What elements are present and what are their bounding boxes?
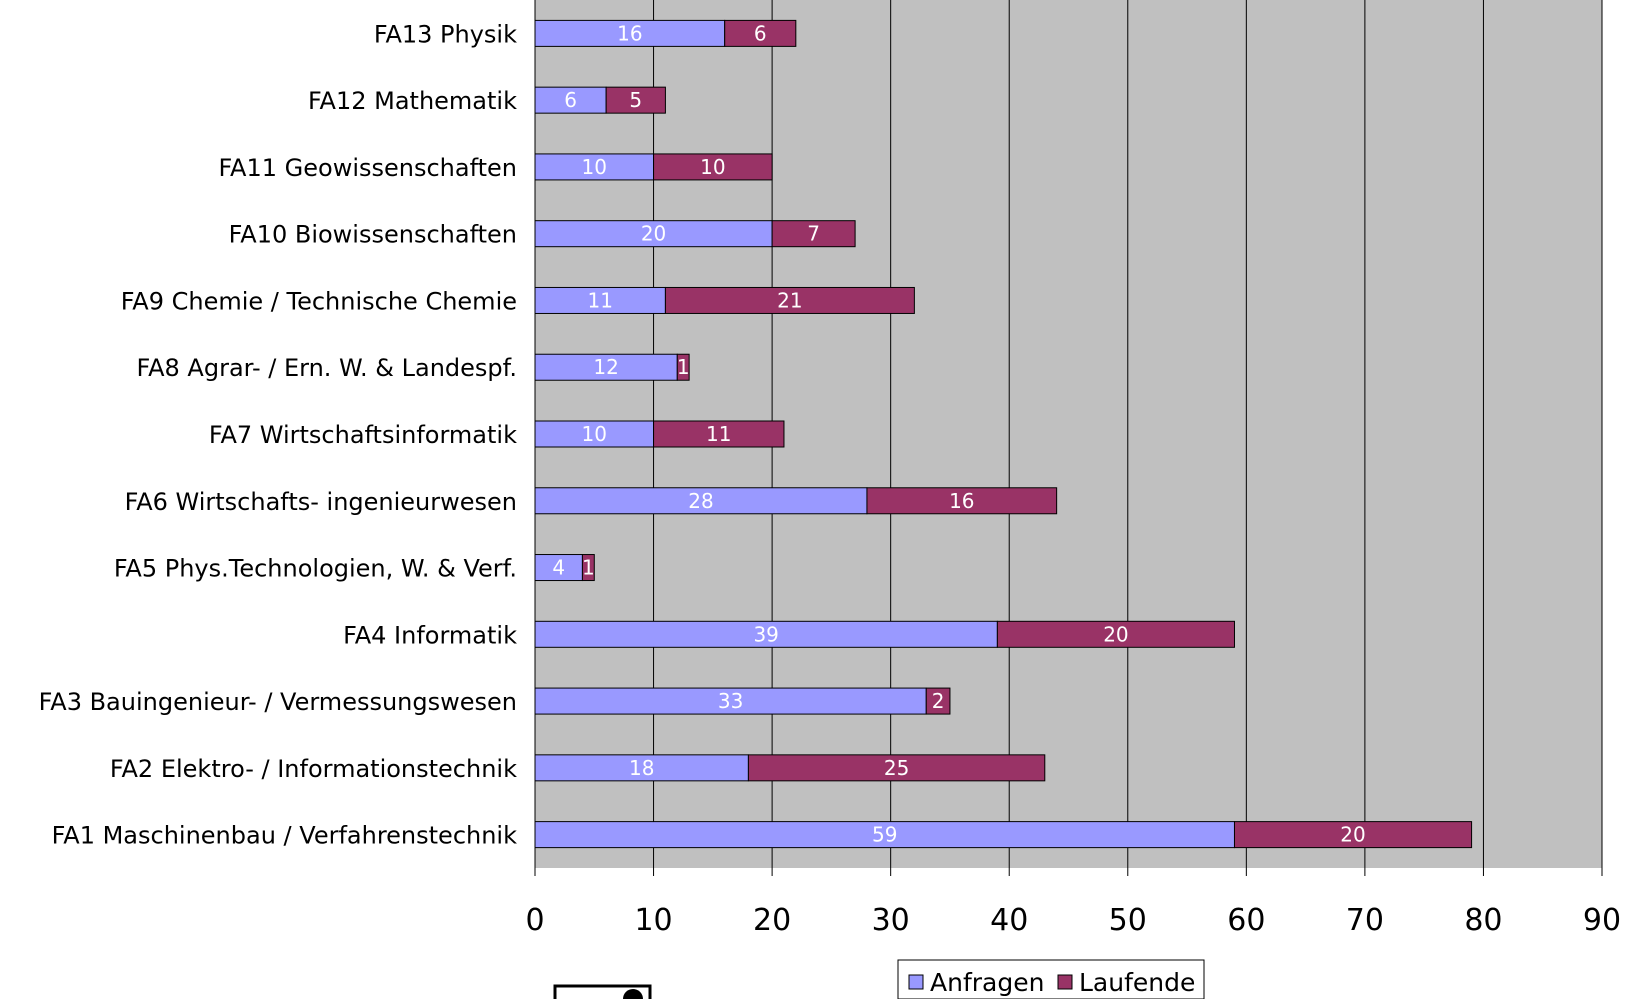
legend-label-laufende: Laufende	[1079, 968, 1195, 997]
data-label: 10	[700, 155, 725, 179]
x-tick-label: 90	[1583, 903, 1621, 938]
data-label: 10	[582, 155, 607, 179]
data-label: 18	[629, 756, 654, 780]
x-tick-label: 40	[990, 903, 1028, 938]
bar-anfragen-5	[534, 353, 678, 381]
data-label: 4	[552, 556, 565, 580]
category-label: FA4 Informatik	[343, 621, 517, 649]
data-label: 11	[587, 288, 612, 312]
data-label: 16	[949, 489, 974, 513]
legend-box	[897, 959, 1205, 999]
data-label: 6	[564, 88, 577, 112]
legend-swatch-anfragen	[908, 974, 924, 990]
bar-laufende-10	[925, 687, 951, 715]
bar-laufende-6	[653, 420, 785, 448]
data-label: 25	[884, 756, 909, 780]
category-label: FA9 Chemie / Technische Chemie	[121, 287, 517, 315]
category-label: FA12 Mathematik	[308, 87, 517, 115]
legend: Anfragen Laufende	[897, 959, 1205, 999]
bar-laufende-11	[747, 754, 1046, 782]
data-label: 59	[872, 823, 897, 847]
data-label: 1	[677, 355, 690, 379]
category-label: FA11 Geowissenschaften	[218, 154, 517, 182]
data-label: 20	[1103, 622, 1128, 646]
bar-laufende-1	[605, 86, 666, 114]
bar-laufende-3	[771, 220, 856, 248]
x-axis-ticks: 0 10 20 30 40 50 60 70 80 90	[525, 868, 1621, 938]
bar-laufende-2	[653, 153, 773, 181]
x-tick-label: 70	[1346, 903, 1384, 938]
data-label: 11	[706, 422, 731, 446]
bar-laufende-7	[866, 487, 1058, 515]
legend-label-anfragen: Anfragen	[930, 968, 1044, 997]
bar-laufende-0	[724, 19, 797, 47]
data-label: 1	[582, 556, 595, 580]
data-label: 33	[718, 689, 743, 713]
bar-anfragen-10	[534, 687, 927, 715]
bar-anfragen-11	[534, 754, 749, 782]
x-tick-label: 60	[1227, 903, 1265, 938]
bar-laufende-12	[1233, 821, 1473, 849]
data-label: 7	[807, 222, 820, 246]
category-label: FA8 Agrar- / Ern. W. & Landespf.	[137, 354, 518, 382]
category-label: FA13 Physik	[374, 20, 517, 48]
data-label: 16	[617, 21, 642, 45]
x-tick-label: 50	[1109, 903, 1147, 938]
bar-anfragen-1	[534, 86, 607, 114]
category-label: FA5 Phys.Technologien, W. & Verf.	[114, 555, 517, 583]
x-tick-label: 80	[1464, 903, 1502, 938]
category-label: FA7 Wirtschaftsinformatik	[209, 421, 517, 449]
category-label: FA2 Elektro- / Informationstechnik	[110, 755, 517, 783]
bar-anfragen-2	[534, 153, 655, 181]
category-label: FA3 Bauingenieur- / Vermessungswesen	[39, 688, 517, 716]
data-label: 2	[932, 689, 945, 713]
bar-anfragen-0	[534, 19, 726, 47]
bar-laufende-4	[664, 286, 915, 314]
bar-anfragen-4	[534, 286, 666, 314]
data-label: 28	[688, 489, 713, 513]
data-label: 6	[754, 21, 767, 45]
x-tick-label: 0	[525, 903, 544, 938]
bar-laufende-5	[676, 353, 690, 381]
x-tick-label: 20	[753, 903, 791, 938]
category-labels: FA13 Physik FA12 Mathematik FA11 Geowissen…	[39, 20, 517, 849]
data-label: 12	[593, 355, 618, 379]
data-label: 39	[753, 622, 778, 646]
data-label: 5	[629, 88, 642, 112]
category-label: FA10 Biowissenschaften	[229, 221, 517, 249]
bars	[534, 19, 1473, 849]
data-label: 10	[582, 422, 607, 446]
bar-anfragen-8	[534, 554, 583, 582]
data-label: 20	[1340, 823, 1365, 847]
bar-anfragen-9	[534, 620, 998, 648]
bar-anfragen-7	[534, 487, 868, 515]
category-label: FA1 Maschinenbau / Verfahrenstechnik	[52, 822, 517, 850]
data-label: 21	[777, 288, 802, 312]
category-label: FA6 Wirtschafts- ingenieurwesen	[125, 488, 517, 516]
data-label: 20	[641, 222, 666, 246]
x-tick-label: 10	[634, 903, 672, 938]
logo-icon	[553, 984, 652, 999]
legend-swatch-laufende	[1057, 974, 1073, 990]
x-tick-label: 30	[872, 903, 910, 938]
bar-laufende-9	[996, 620, 1235, 648]
bar-laufende-8	[581, 554, 595, 582]
